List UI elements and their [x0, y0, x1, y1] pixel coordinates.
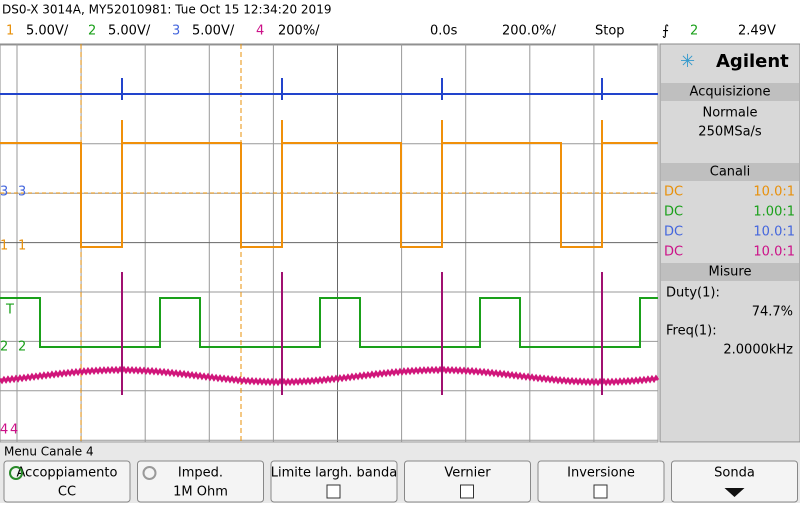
measure-value: 2.0000kHz — [723, 343, 793, 358]
knob-icon — [142, 466, 157, 480]
ch4-trace — [0, 365, 660, 387]
trigger-level: 2.49V — [738, 24, 776, 39]
ch1-marker-label: 1 — [18, 239, 26, 254]
trigger-icon: ⨍ — [662, 23, 669, 39]
meas-title: Misure — [709, 265, 752, 280]
ch4-marker-label: 4 — [10, 423, 18, 438]
measure-name: Freq(1): — [666, 324, 717, 339]
softkey-value[interactable]: CC — [58, 485, 76, 500]
ch3-label: 3 — [172, 24, 180, 39]
softkeys: Accoppiamento CC Imped. 1M Ohm Limite largh.… — [3, 460, 798, 503]
ch1-label: 1 — [6, 24, 14, 39]
channel-coupling: DC — [664, 245, 683, 260]
section-header — [661, 163, 799, 181]
menu-title: Menu Canale 4 — [4, 445, 94, 459]
channel-coupling: DC — [664, 185, 683, 200]
softkey[interactable] — [671, 460, 798, 503]
channels-title: Canali — [710, 165, 750, 180]
waveforms — [0, 44, 660, 442]
softkey-label[interactable]: Imped. — [178, 466, 223, 481]
softkey[interactable] — [270, 460, 398, 503]
measure-value: 74.7% — [752, 305, 793, 320]
checkbox[interactable] — [326, 484, 341, 499]
softkey-label[interactable]: Vernier — [444, 466, 491, 481]
menu-bg — [0, 443, 800, 503]
ch4-scale: 200%/ — [278, 24, 320, 39]
trigger-marker: T — [5, 303, 14, 318]
measurements: Duty(1): 74.7% Freq(1): 2.0000kHz — [666, 286, 793, 358]
channel-coupling: DC — [664, 205, 683, 220]
header-title: DS0-X 3014A, MY52010981: Tue Oct 15 12:3… — [2, 3, 331, 17]
channel-probe: 10.0:1 — [753, 225, 795, 240]
acq-title: Acquisizione — [690, 85, 771, 100]
side-panel: ✳ Agilent Acquisizione Normale 250MSa/s … — [659, 43, 800, 443]
channel-coupling: DC — [664, 225, 683, 240]
ch2-marker: 2 — [0, 340, 8, 355]
trigger-source: 2 — [690, 24, 698, 39]
channel-probe: 1.00:1 — [753, 205, 795, 220]
ch1-trace — [0, 120, 658, 248]
softkey[interactable] — [404, 460, 531, 503]
ch1-marker: 1 — [0, 239, 8, 254]
softkey-label[interactable]: Inversione — [567, 466, 635, 481]
measure-name: Duty(1): — [666, 286, 720, 301]
ch3-marker-label: 3 — [18, 185, 26, 200]
softkey[interactable] — [3, 460, 131, 503]
ch2-scale: 5.00V/ — [108, 24, 151, 39]
brand: Agilent — [716, 51, 789, 72]
delay: 0.0s — [430, 24, 458, 39]
channel-probe: 10.0:1 — [753, 245, 795, 260]
section-header — [661, 83, 799, 101]
channel-probe: 10.0:1 — [753, 185, 795, 200]
timebase: 200.0%/ — [502, 24, 557, 39]
checkbox[interactable] — [460, 484, 474, 499]
checkbox[interactable] — [593, 484, 608, 499]
brand-logo: ✳ — [680, 51, 695, 72]
knob-icon — [9, 466, 23, 480]
section-header — [661, 263, 799, 281]
side-panel-bg — [659, 43, 800, 443]
ch2-marker-label: 2 — [18, 340, 26, 355]
ch2-label: 2 — [88, 24, 96, 39]
ch2-trace — [0, 297, 658, 348]
arrow-icon — [724, 488, 745, 497]
ch1-scale: 5.00V/ — [26, 24, 69, 39]
ch4-label: 4 — [256, 24, 264, 39]
ch3-scale: 5.00V/ — [192, 24, 235, 39]
softkey-label[interactable]: Sonda — [714, 466, 755, 481]
ch3-marker: 3 — [0, 185, 8, 200]
ch3-trace — [0, 78, 658, 100]
softkey-label[interactable]: Accoppiamento — [17, 466, 118, 481]
channel-rows: DC 10.0:1 DC 1.00:1 DC 10.0:1 DC 10.0:1 — [664, 185, 795, 260]
channel-bar: 1 5.00V/ 2 5.00V/ 3 5.00V/ 4 200%/ 0.0s … — [6, 23, 776, 39]
softkey-value[interactable]: 1M Ohm — [173, 485, 228, 500]
softkey[interactable] — [537, 460, 665, 503]
softkey-label[interactable]: Limite largh. banda — [271, 466, 397, 481]
acq-mode: Normale — [702, 106, 757, 121]
run-state: Stop — [595, 24, 625, 39]
acq-rate: 250MSa/s — [698, 125, 762, 140]
softkey[interactable] — [137, 460, 264, 503]
ch4-marker: 4 — [0, 423, 8, 438]
